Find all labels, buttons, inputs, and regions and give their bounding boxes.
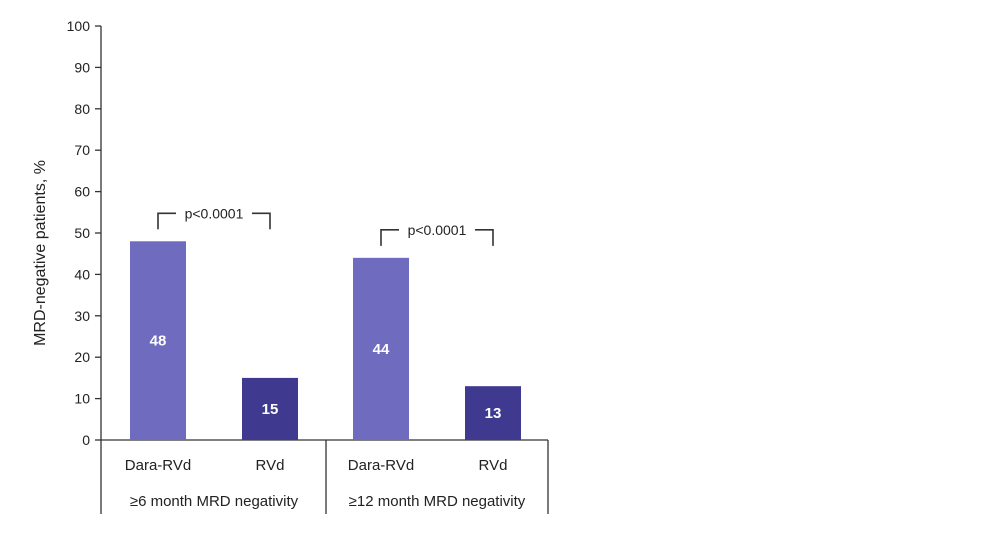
x-category-label: RVd	[479, 457, 508, 474]
significance-bracket-left	[380, 229, 399, 246]
y-tick-label: 60	[74, 184, 90, 200]
p-value-label: p<0.0001	[185, 205, 244, 221]
y-tick-label: 100	[67, 18, 91, 34]
x-group-label: ≥6 month MRD negativity	[130, 493, 299, 510]
significance-bracket-right	[252, 212, 271, 230]
bar-rvd-group-2	[465, 386, 521, 440]
x-category-label: Dara-RVd	[125, 457, 191, 474]
bar-dara-rvd-group-1	[130, 241, 186, 440]
bar-value-label: 13	[485, 405, 502, 422]
y-tick-label: 50	[74, 225, 90, 241]
bars: 48 15 44 13	[130, 241, 521, 440]
x-category-label: RVd	[256, 457, 285, 474]
significance-bracket-left	[157, 212, 176, 230]
bar-dara-rvd-group-2	[353, 257, 409, 440]
y-tick-label: 90	[74, 59, 90, 75]
bar-value-label: 48	[150, 333, 167, 350]
y-tick-label: 40	[74, 266, 90, 282]
y-tick-label: 0	[82, 432, 90, 448]
bar-value-label: 15	[262, 401, 279, 418]
significance-brackets: p<0.0001 p<0.0001	[157, 205, 494, 246]
bar-rvd-group-1	[242, 377, 298, 440]
y-tick-label: 30	[74, 308, 90, 324]
x-group-label: ≥12 month MRD negativity	[349, 493, 526, 510]
bar-value-label: 44	[373, 341, 390, 358]
x-category-label: Dara-RVd	[348, 457, 414, 474]
category-labels: Dara-RVd RVd ≥6 month MRD negativity Dara-R…	[125, 457, 526, 510]
y-tick-label: 80	[74, 101, 90, 117]
y-axis-ticks: 0 10 20 30 40 50 60 70 80 90 100	[67, 18, 101, 448]
significance-bracket-right	[475, 229, 494, 246]
y-axis-title: MRD-negative patients, %	[32, 160, 49, 346]
p-value-label: p<0.0001	[408, 222, 467, 238]
y-tick-label: 10	[74, 391, 90, 407]
y-tick-label: 70	[74, 142, 90, 158]
y-tick-label: 20	[74, 349, 90, 365]
